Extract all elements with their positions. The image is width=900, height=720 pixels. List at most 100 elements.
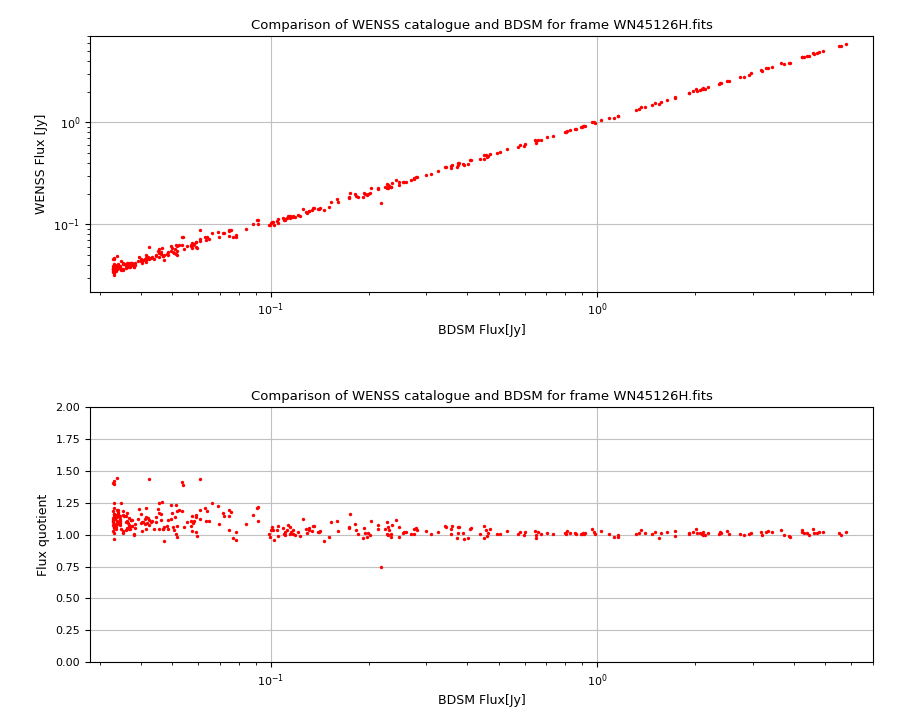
Point: [839, 38, 853, 50]
Point: [570, 528, 584, 540]
Point: [637, 101, 652, 112]
Point: [239, 222, 254, 234]
Point: [306, 202, 320, 214]
Point: [110, 259, 124, 271]
Point: [106, 253, 121, 265]
Point: [111, 508, 125, 520]
Point: [148, 251, 163, 262]
Point: [285, 212, 300, 223]
Point: [277, 526, 292, 538]
Point: [106, 264, 121, 275]
Point: [796, 51, 811, 63]
Point: [560, 125, 574, 136]
Point: [464, 523, 478, 534]
Point: [456, 160, 471, 171]
Point: [287, 529, 302, 541]
Point: [109, 263, 123, 274]
Point: [472, 153, 487, 165]
Point: [810, 48, 824, 59]
Point: [559, 528, 573, 539]
Point: [262, 528, 276, 540]
Point: [806, 527, 821, 539]
Point: [774, 58, 788, 69]
Point: [106, 262, 121, 274]
Point: [801, 530, 815, 541]
Point: [135, 516, 149, 528]
Point: [112, 519, 127, 531]
Point: [116, 258, 130, 269]
Point: [148, 249, 163, 261]
Point: [476, 521, 491, 532]
Point: [500, 526, 514, 537]
Point: [169, 521, 184, 532]
Point: [409, 522, 423, 534]
Point: [134, 518, 148, 529]
Point: [169, 240, 184, 252]
Point: [271, 531, 285, 542]
Point: [193, 473, 207, 485]
Point: [575, 120, 590, 132]
Point: [152, 243, 166, 255]
Point: [193, 233, 207, 245]
Point: [164, 240, 178, 252]
Point: [120, 522, 134, 534]
Point: [109, 264, 123, 276]
Point: [110, 515, 124, 526]
Point: [111, 506, 125, 518]
Point: [701, 527, 716, 539]
Point: [161, 249, 176, 261]
Point: [140, 517, 154, 528]
Point: [714, 527, 728, 539]
Point: [167, 243, 182, 255]
Point: [264, 217, 278, 228]
Point: [410, 524, 424, 536]
Point: [153, 246, 167, 258]
Point: [110, 472, 124, 484]
Point: [781, 57, 796, 68]
Point: [154, 248, 168, 260]
Point: [110, 251, 124, 262]
Point: [795, 52, 809, 63]
Point: [300, 207, 314, 218]
Point: [364, 183, 378, 194]
Point: [164, 513, 178, 524]
Point: [166, 521, 180, 533]
Point: [107, 521, 122, 532]
Point: [610, 529, 625, 541]
Point: [374, 561, 388, 572]
Point: [140, 249, 154, 261]
Point: [110, 511, 124, 523]
Point: [112, 260, 126, 271]
Point: [795, 526, 809, 538]
Point: [371, 182, 385, 194]
Point: [185, 239, 200, 251]
Point: [575, 527, 590, 539]
Point: [451, 158, 465, 169]
Point: [109, 266, 123, 277]
Point: [246, 510, 260, 521]
Point: [378, 181, 392, 192]
Point: [347, 518, 362, 529]
Point: [176, 243, 191, 255]
Point: [378, 523, 392, 535]
Point: [493, 528, 508, 540]
Point: [629, 528, 643, 540]
Point: [200, 505, 214, 517]
Point: [668, 91, 682, 102]
Point: [540, 527, 554, 539]
Point: [193, 225, 207, 236]
Point: [518, 138, 532, 150]
Point: [668, 93, 682, 104]
Point: [632, 103, 646, 114]
Point: [122, 261, 137, 272]
Point: [796, 528, 811, 539]
Point: [529, 529, 544, 541]
Point: [271, 521, 285, 532]
Point: [109, 521, 123, 533]
Point: [168, 248, 183, 260]
Point: [575, 528, 590, 540]
Point: [444, 161, 458, 172]
Point: [135, 258, 149, 269]
Point: [202, 516, 217, 527]
Point: [755, 529, 770, 541]
